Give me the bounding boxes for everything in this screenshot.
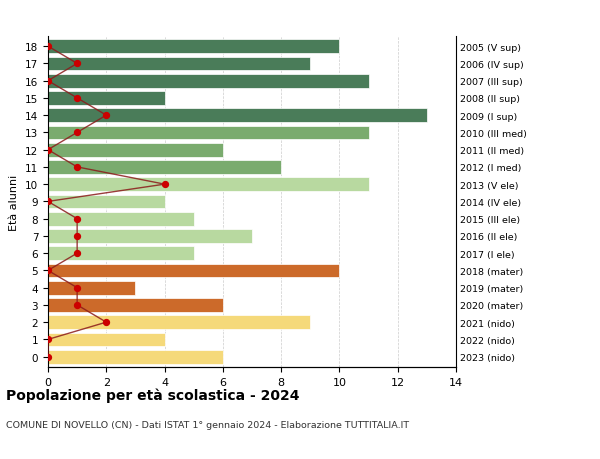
Bar: [48, 247, 194, 260]
Point: [43, 336, 53, 343]
Bar: [48, 40, 340, 54]
Point: [73, 215, 82, 223]
Point: [73, 302, 82, 309]
Point: [43, 44, 53, 51]
Point: [101, 112, 111, 120]
Bar: [48, 281, 136, 295]
Bar: [48, 126, 368, 140]
Point: [73, 164, 82, 171]
Bar: [48, 75, 368, 88]
Bar: [48, 109, 427, 123]
Bar: [48, 264, 340, 278]
Text: Popolazione per età scolastica - 2024: Popolazione per età scolastica - 2024: [6, 388, 299, 403]
Bar: [48, 350, 223, 364]
Bar: [48, 178, 368, 192]
Bar: [48, 57, 310, 71]
Point: [73, 250, 82, 257]
Point: [43, 198, 53, 206]
Point: [43, 147, 53, 154]
Bar: [48, 316, 310, 330]
Point: [43, 78, 53, 85]
Bar: [48, 143, 223, 157]
Bar: [48, 161, 281, 174]
Bar: [48, 333, 164, 347]
Point: [73, 129, 82, 137]
Bar: [48, 92, 164, 106]
Text: COMUNE DI NOVELLO (CN) - Dati ISTAT 1° gennaio 2024 - Elaborazione TUTTITALIA.IT: COMUNE DI NOVELLO (CN) - Dati ISTAT 1° g…: [6, 420, 409, 429]
Point: [101, 319, 111, 326]
Point: [43, 353, 53, 361]
Point: [43, 267, 53, 274]
Point: [160, 181, 169, 188]
Point: [73, 61, 82, 68]
Bar: [48, 195, 164, 209]
Point: [73, 95, 82, 102]
Bar: [48, 230, 252, 243]
Bar: [48, 212, 194, 226]
Bar: [48, 298, 223, 312]
Point: [73, 284, 82, 292]
Y-axis label: Età alunni: Età alunni: [10, 174, 19, 230]
Point: [73, 233, 82, 240]
